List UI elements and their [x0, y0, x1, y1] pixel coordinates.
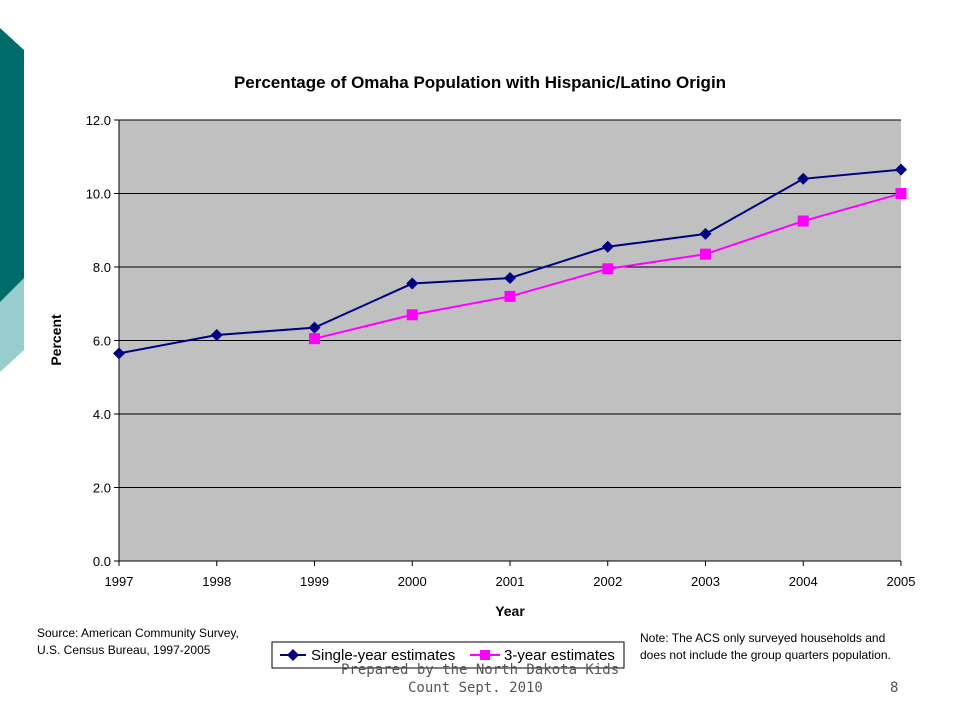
data-point-diamond: [308, 321, 321, 334]
y-tick-labels: 0.0 2.0 4.0 6.0 8.0 10.0 12.0: [86, 113, 119, 569]
data-point-diamond: [601, 240, 614, 253]
chart-title: Percentage of Omaha Population with Hisp…: [234, 73, 726, 92]
legend: Single-year estimates 3-year estimates: [271, 641, 625, 669]
data-point-diamond: [504, 272, 516, 285]
y-axis-title: Percent: [48, 314, 64, 366]
legend-label-single-year: Single-year estimates: [311, 647, 455, 664]
source-note-line-1: Source: American Community Survey,: [37, 626, 239, 640]
x-tick-label: 2002: [593, 574, 622, 589]
page-number: 8: [890, 680, 899, 696]
series: [113, 163, 907, 360]
x-tick-labels: 1997 1998 1999 2000 2001 2002 2003 2004 2005: [105, 561, 916, 589]
x-tick-label: 2001: [496, 574, 525, 589]
legend-label-three-year: 3-year estimates: [504, 647, 615, 664]
data-point-square: [309, 333, 320, 345]
data-point-square: [797, 215, 809, 227]
legend-box: [271, 641, 625, 669]
data-point-square: [406, 309, 418, 321]
data-point-square: [602, 263, 614, 275]
source-note-line-2: U.S. Census Bureau, 1997-2005: [37, 643, 211, 657]
footer-line-1: Prepared by the North Dakota Kids: [341, 662, 620, 678]
x-tick-label: 1998: [202, 574, 231, 589]
y-tick-label: 2.0: [93, 481, 111, 496]
data-point-diamond: [210, 328, 223, 341]
y-tick-label: 10.0: [86, 187, 111, 202]
data-point-square: [895, 188, 907, 199]
y-tick-label: 6.0: [93, 334, 111, 349]
footer-line-2: Count Sept. 2010: [408, 680, 543, 696]
x-tick-label: 2003: [691, 574, 720, 589]
gridlines: [119, 119, 901, 488]
x-tick-label: 1999: [300, 574, 329, 589]
data-point-diamond: [406, 277, 419, 290]
deco-dark-teal-shape: [0, 28, 24, 302]
y-tick-label: 12.0: [86, 113, 111, 128]
legend-marker-three-year: [480, 650, 490, 660]
data-point-diamond: [797, 172, 810, 185]
slide-decoration: [0, 28, 24, 372]
y-tick-label: 0.0: [93, 554, 111, 569]
data-point-diamond: [895, 163, 907, 176]
acs-note-line-1: Note: The ACS only surveyed households a…: [640, 631, 886, 645]
x-axis-title: Year: [495, 603, 525, 619]
data-point-diamond: [113, 347, 125, 360]
x-tick-label: 2004: [789, 574, 818, 589]
y-tick-label: 8.0: [93, 260, 111, 275]
data-point-square: [700, 248, 711, 260]
y-tick-label: 4.0: [93, 407, 111, 422]
x-tick-label: 2000: [398, 574, 427, 589]
legend-marker-single-year: [287, 649, 299, 661]
acs-note-line-2: does not include the group quarters popu…: [640, 648, 891, 662]
data-point-square: [504, 290, 516, 302]
data-point-diamond: [699, 227, 712, 240]
x-tick-label: 2005: [887, 574, 916, 589]
x-tick-label: 1997: [105, 574, 134, 589]
